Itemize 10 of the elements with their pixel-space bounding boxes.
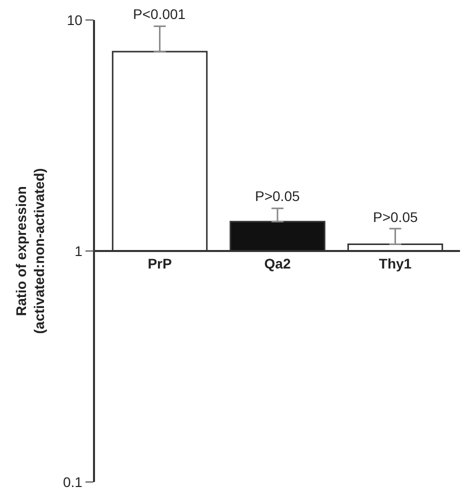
x-tick-label: Thy1 xyxy=(378,256,412,272)
y-tick-label: 10 xyxy=(66,12,83,28)
annotation: P>0.05 xyxy=(255,188,300,204)
y-tick-label: 1 xyxy=(74,242,83,259)
x-tick-label: Qa2 xyxy=(264,256,291,272)
x-tick-label: PrP xyxy=(148,256,172,272)
annotation: P<0.001 xyxy=(133,6,186,22)
y-axis-title: Ratio of expression (activated:non-activated) xyxy=(12,168,48,334)
y-tick-label: 0.1 xyxy=(62,474,83,490)
annotation: P>0.05 xyxy=(373,209,418,225)
